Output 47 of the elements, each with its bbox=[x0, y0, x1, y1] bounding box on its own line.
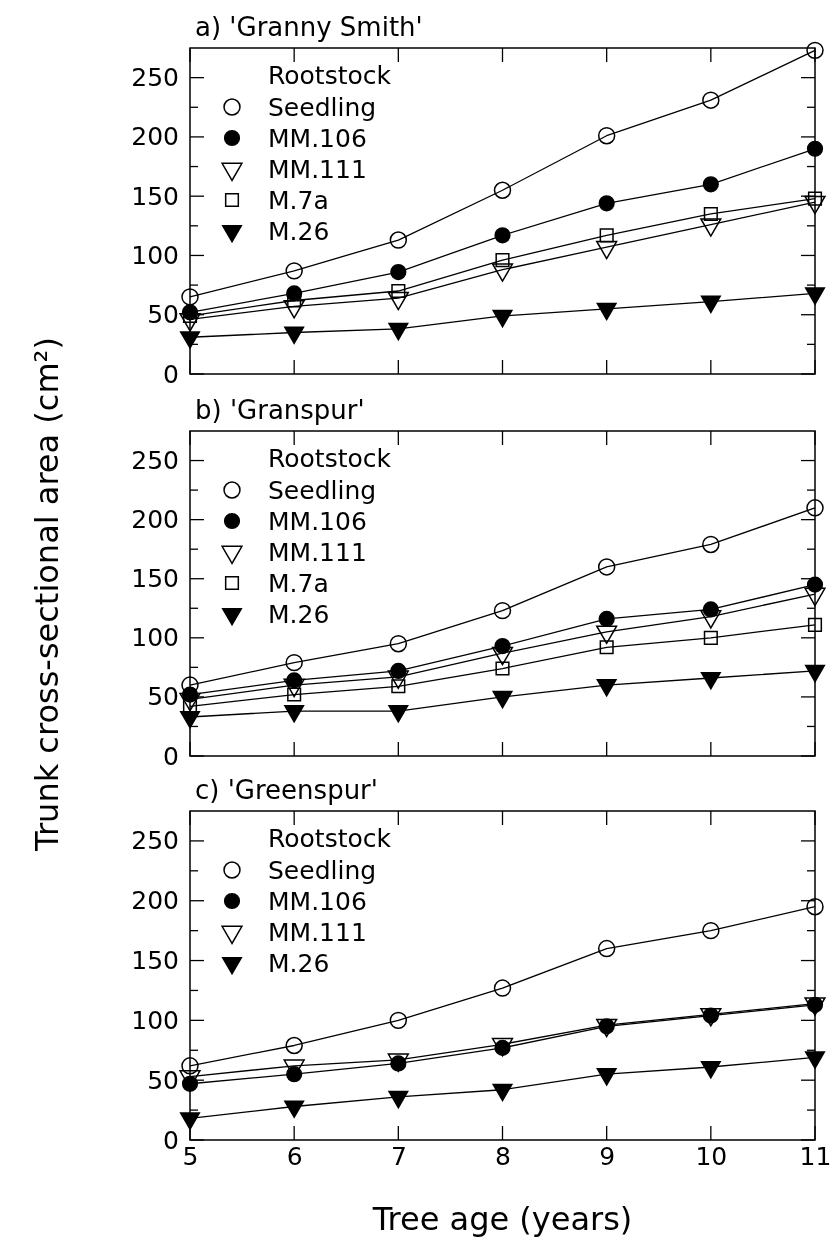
legend-label: M.26 bbox=[268, 217, 330, 246]
y-tick-label: 0 bbox=[163, 741, 179, 771]
legend-label: MM.106 bbox=[268, 124, 367, 153]
legend-label: Seedling bbox=[268, 93, 377, 122]
chart-title: b) 'Granspur' bbox=[195, 395, 365, 425]
legend-title: Rootstock bbox=[268, 824, 392, 853]
x-tick-label: 10 bbox=[695, 1142, 728, 1171]
x-tick-label: 11 bbox=[799, 1142, 832, 1171]
y-tick-label: 50 bbox=[147, 1065, 179, 1095]
y-tick-label: 50 bbox=[147, 300, 179, 330]
legend-label: M.7a bbox=[268, 186, 329, 215]
legend-label: MM.106 bbox=[268, 887, 367, 916]
legend-label: MM.111 bbox=[268, 918, 367, 947]
x-tick-label: 7 bbox=[390, 1142, 407, 1171]
y-axis-title: Trunk cross-sectional area (cm²) bbox=[28, 337, 66, 852]
y-tick-label: 0 bbox=[163, 359, 179, 389]
x-tick-label: 8 bbox=[495, 1142, 511, 1171]
y-tick-label: 100 bbox=[131, 623, 179, 653]
y-tick-label: 100 bbox=[131, 1005, 179, 1035]
y-tick-label: 200 bbox=[131, 886, 179, 916]
y-tick-label: 200 bbox=[131, 122, 179, 152]
chart-title: c) 'Greenspur' bbox=[195, 775, 378, 805]
legend-label: Seedling bbox=[268, 476, 377, 505]
y-tick-label: 150 bbox=[131, 181, 179, 211]
y-tick-label: 100 bbox=[131, 240, 179, 270]
legend-label: M.26 bbox=[268, 600, 330, 629]
legend-title: Rootstock bbox=[268, 444, 392, 473]
x-tick-label: 5 bbox=[182, 1142, 199, 1171]
legend-label: MM.111 bbox=[268, 155, 367, 184]
y-tick-label: 250 bbox=[131, 446, 179, 476]
legend-label: Seedling bbox=[268, 856, 377, 885]
y-tick-label: 150 bbox=[131, 564, 179, 594]
legend-label: M.26 bbox=[268, 949, 330, 978]
legend-label: MM.111 bbox=[268, 538, 367, 567]
chart-title: a) 'Granny Smith' bbox=[195, 12, 423, 42]
y-tick-label: 150 bbox=[131, 946, 179, 976]
x-tick-label: 6 bbox=[286, 1142, 303, 1171]
y-tick-label: 250 bbox=[131, 63, 179, 93]
y-tick-label: 50 bbox=[147, 682, 179, 712]
y-tick-label: 250 bbox=[131, 826, 179, 856]
y-tick-label: 0 bbox=[163, 1125, 179, 1155]
legend-label: MM.106 bbox=[268, 507, 367, 536]
legend-title: Rootstock bbox=[268, 61, 392, 90]
legend-label: M.7a bbox=[268, 569, 329, 598]
y-tick-label: 200 bbox=[131, 505, 179, 535]
x-axis-title: Tree age (years) bbox=[371, 1200, 633, 1238]
x-tick-label: 9 bbox=[599, 1142, 616, 1171]
